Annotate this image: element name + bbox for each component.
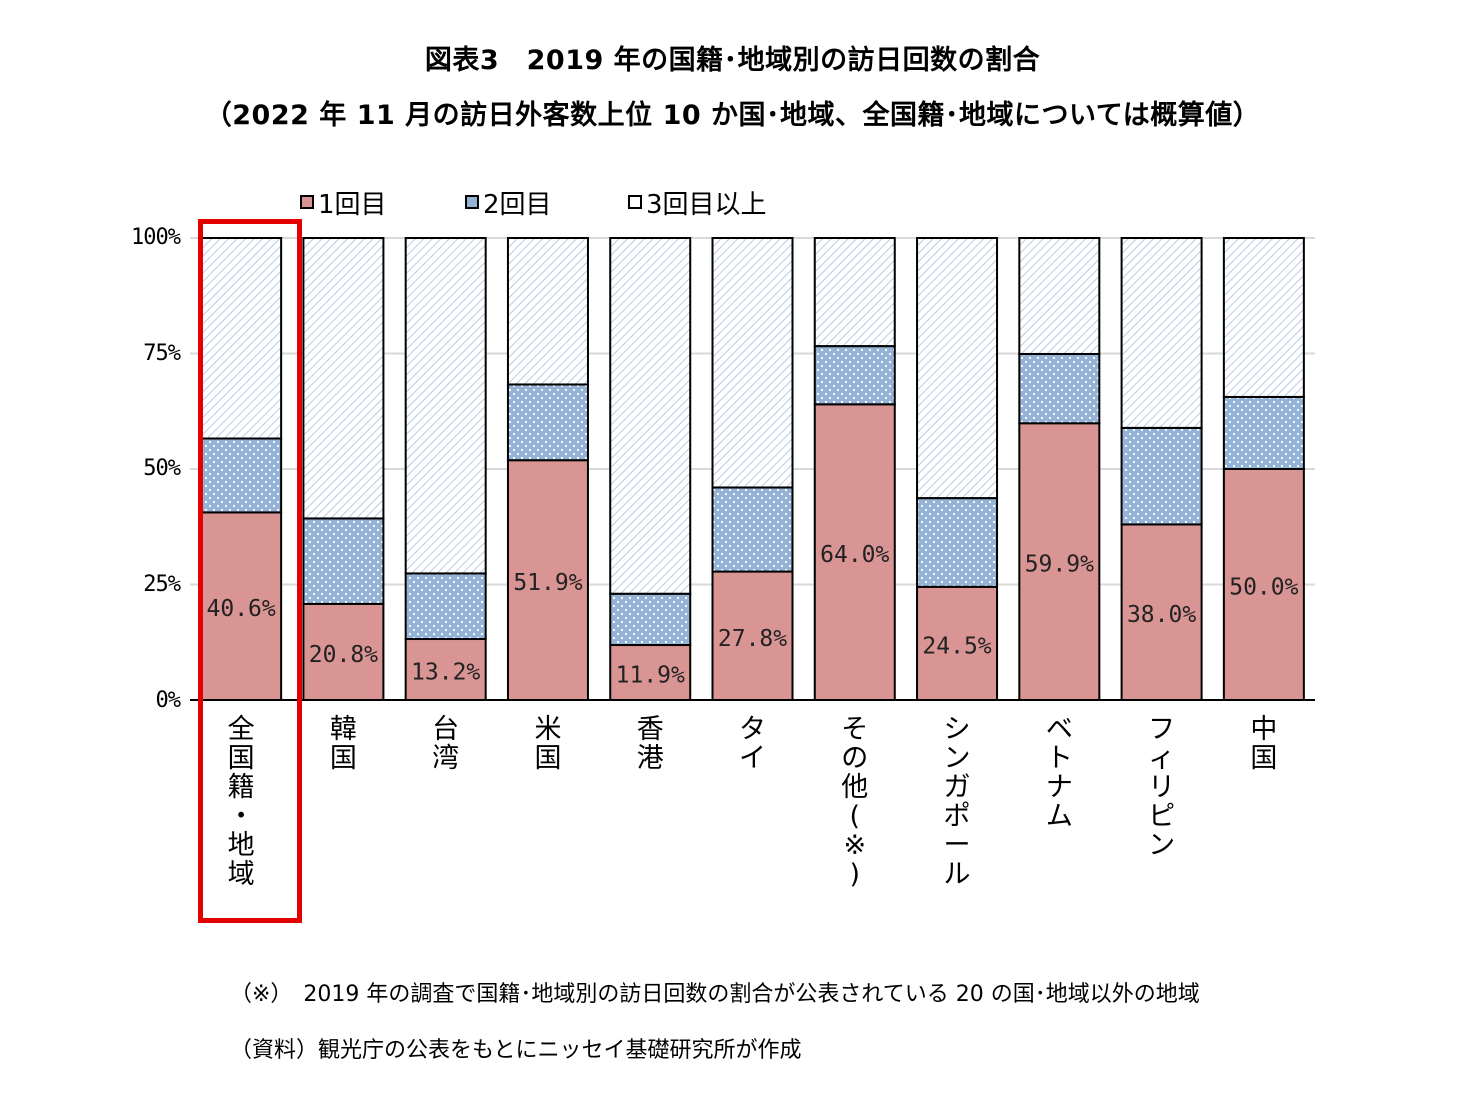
bar-segment-third: [302, 237, 385, 520]
category-label: 全国籍・地域: [227, 714, 255, 890]
category-label: 香港: [636, 714, 664, 774]
data-label: 38.0%: [1127, 602, 1196, 628]
y-tick-0: 0%: [155, 688, 182, 713]
bar-segment-first: [404, 638, 487, 701]
data-label: 11.9%: [616, 663, 685, 689]
category-label: ベトナム: [1045, 714, 1073, 832]
bar-segment-second: [711, 486, 794, 573]
bar-segment-first: [609, 644, 692, 701]
bar-segment-second: [506, 383, 589, 462]
bar-segment-third: [609, 237, 692, 595]
bar-segment-third: [916, 237, 999, 500]
chart-subtitle: （2022 年 11 月の訪日外客数上位 10 か国･地域、全国籍･地域について…: [204, 100, 1261, 131]
bar-segment-first: [813, 403, 896, 701]
bars: [200, 237, 1305, 702]
bar-segment-third: [1120, 237, 1203, 429]
bar-segment-third: [200, 237, 283, 440]
category-label: 韓国: [329, 714, 357, 774]
y-tick-75: 75%: [143, 341, 181, 366]
data-label: 50.0%: [1229, 575, 1298, 601]
data-label: 13.2%: [411, 660, 480, 686]
legend-swatch-third: [628, 195, 642, 209]
legend-label-third: 3回目以上: [646, 189, 767, 220]
data-labels: 40.6% 20.8% 13.2% 51.9% 11.9% 27.8% 64.0% 24.5%…: [207, 542, 1299, 688]
data-label: 20.8%: [309, 642, 378, 668]
category-label: その他(※): [841, 714, 869, 890]
bar-segment-third: [813, 237, 896, 348]
data-label: 64.0%: [820, 542, 889, 568]
data-label: 51.9%: [513, 570, 582, 596]
legend-item-third: 3回目以上: [628, 187, 767, 220]
bar-segment-first: [506, 459, 589, 701]
category-label: フィリピン: [1148, 714, 1176, 861]
source-note: （資料）観光庁の公表をもとにニッセイ基礎研究所が作成: [230, 1038, 802, 1063]
bar-segment-first: [711, 570, 794, 702]
highlight-frame: [198, 219, 302, 923]
bar-segment-second: [916, 497, 999, 588]
bar-segment-third: [1222, 237, 1305, 398]
y-tick-100: 100%: [131, 225, 181, 250]
y-tick-25: 25%: [143, 572, 181, 597]
bar-segment-second: [609, 592, 692, 647]
legend-swatch-second: [465, 195, 479, 209]
bar-segment-second: [404, 572, 487, 641]
category-label: 台湾: [432, 714, 460, 774]
y-tick-50: 50%: [143, 456, 181, 481]
data-label: 24.5%: [922, 633, 991, 659]
bar-segment-third: [711, 237, 794, 489]
bar-segment-second: [1222, 395, 1305, 471]
category-label: シンガポール: [943, 714, 971, 890]
bar-segment-second: [813, 345, 896, 406]
bar-segment-second: [1120, 426, 1203, 526]
category-label: 米国: [534, 714, 562, 774]
data-label: 59.9%: [1025, 552, 1094, 578]
footnote: （※） 2019 年の調査で国籍･地域別の訪日回数の割合が公表されている 20 …: [230, 982, 1200, 1007]
legend-item-first: 1回目: [300, 187, 387, 220]
category-label: 中国: [1250, 714, 1278, 774]
bar-segment-third: [404, 237, 487, 575]
bar-segment-second: [302, 517, 385, 605]
bar-segment-first: [1120, 523, 1203, 701]
category-label: タイ: [739, 714, 766, 774]
chart-title: 図表3 2019 年の国籍･地域別の訪日回数の割合: [424, 45, 1041, 76]
legend-label-first: 1回目: [318, 189, 387, 220]
bar-segment-first: [1018, 422, 1101, 701]
bar-segment-second: [1018, 352, 1101, 425]
legend-swatch-first: [300, 195, 314, 209]
data-label: 27.8%: [718, 626, 787, 652]
bar-segment-third: [506, 237, 589, 386]
legend-label-second: 2回目: [483, 189, 552, 220]
data-label: 40.6%: [207, 596, 276, 622]
legend-item-second: 2回目: [465, 187, 552, 220]
bar-segment-third: [1018, 237, 1101, 355]
bar-segment-first: [1222, 468, 1305, 701]
